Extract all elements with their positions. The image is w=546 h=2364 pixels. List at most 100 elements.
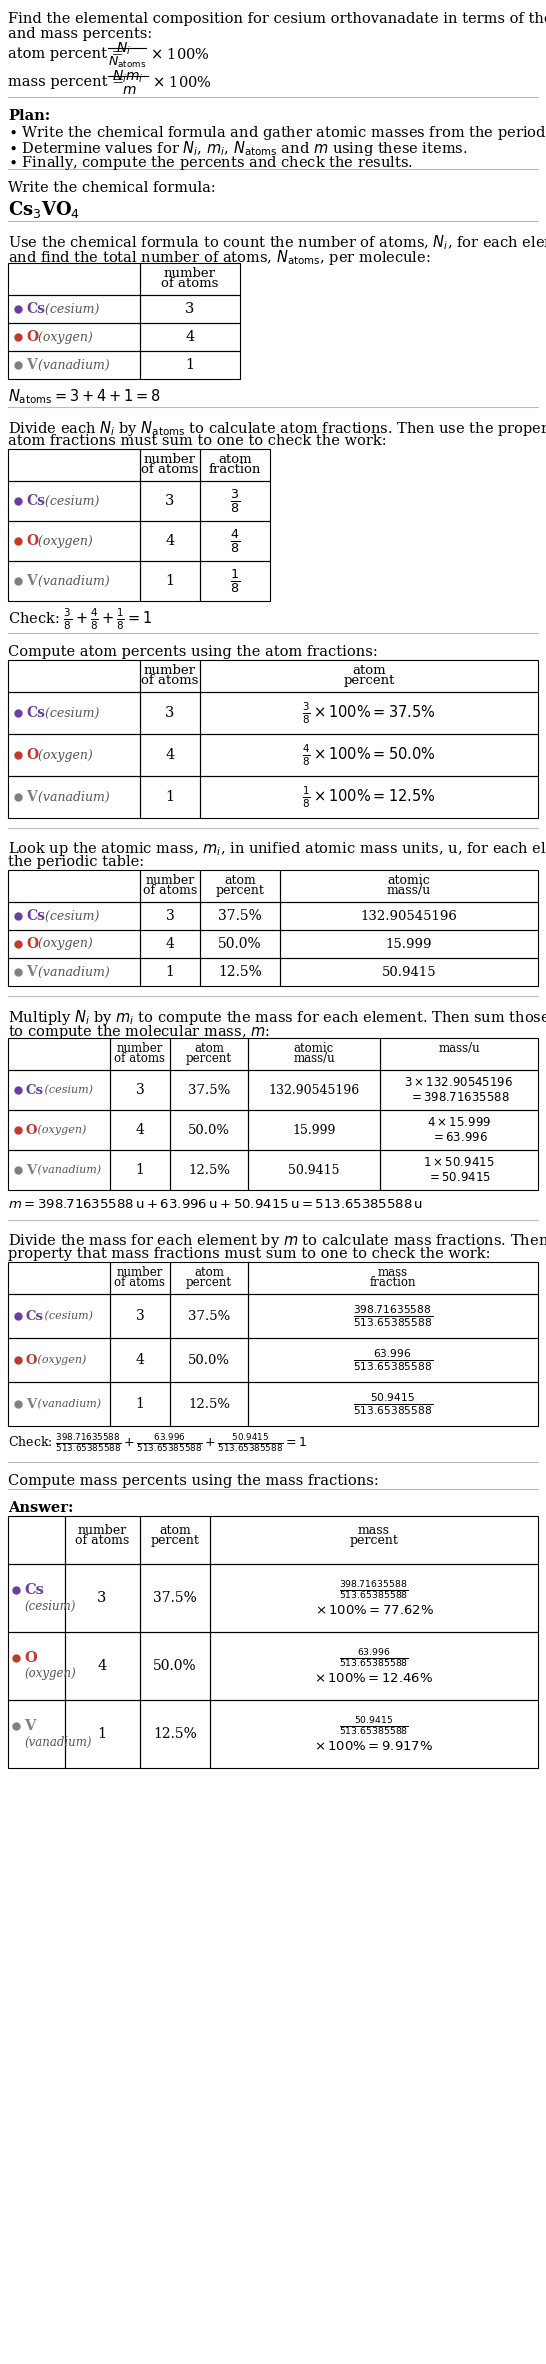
Text: the periodic table:: the periodic table:	[8, 856, 144, 870]
Text: 3: 3	[165, 707, 175, 721]
Bar	[140, 775, 200, 818]
Text: O: O	[26, 936, 38, 950]
Text: V: V	[26, 357, 37, 371]
Text: 37.5%: 37.5%	[188, 1083, 230, 1097]
Bar	[8, 693, 140, 733]
Bar	[140, 480, 200, 520]
Bar	[200, 733, 538, 775]
Text: 4: 4	[135, 1123, 145, 1137]
Text: $N_i$: $N_i$	[116, 40, 131, 57]
Text: to compute the molecular mass, $m$:: to compute the molecular mass, $m$:	[8, 1024, 270, 1040]
Text: 1: 1	[165, 574, 175, 589]
Bar	[8, 449, 140, 480]
Text: percent: percent	[349, 1534, 399, 1546]
Bar	[8, 560, 140, 600]
Text: number: number	[145, 875, 194, 886]
Text: $\frac{63.996}{513.65385588}$: $\frac{63.996}{513.65385588}$	[353, 1347, 433, 1373]
Text: 1: 1	[135, 1397, 145, 1411]
Bar	[170, 1262, 248, 1293]
Text: 3: 3	[97, 1591, 106, 1605]
Text: $m$: $m$	[122, 83, 136, 97]
Text: $\bullet$ Finally, compute the percents and check the results.: $\bullet$ Finally, compute the percents …	[8, 154, 413, 173]
Text: V: V	[26, 965, 37, 979]
Text: 4: 4	[135, 1352, 145, 1366]
Bar	[380, 1149, 538, 1189]
Text: 37.5%: 37.5%	[153, 1591, 197, 1605]
Text: atom fractions must sum to one to check the work:: atom fractions must sum to one to check …	[8, 435, 387, 449]
Text: 50.0%: 50.0%	[153, 1660, 197, 1674]
Bar	[248, 1111, 380, 1149]
Text: Divide each $N_i$ by $N_{\rm atoms}$ to calculate atom fractions. Then use the p: Divide each $N_i$ by $N_{\rm atoms}$ to …	[8, 418, 546, 437]
Bar	[248, 1383, 538, 1425]
Text: V: V	[26, 1397, 36, 1411]
Text: (oxygen): (oxygen)	[34, 939, 93, 950]
Text: mass: mass	[358, 1525, 390, 1537]
Text: Plan:: Plan:	[8, 109, 50, 123]
Text: 37.5%: 37.5%	[188, 1310, 230, 1321]
Text: number: number	[78, 1525, 127, 1537]
Bar	[200, 775, 538, 818]
Text: 50.0%: 50.0%	[188, 1355, 230, 1366]
Text: (vanadium): (vanadium)	[34, 965, 110, 979]
Text: Cs: Cs	[26, 303, 45, 317]
Text: 15.999: 15.999	[292, 1123, 336, 1137]
Text: percent: percent	[186, 1052, 232, 1066]
Text: fraction: fraction	[370, 1277, 416, 1288]
Text: 12.5%: 12.5%	[188, 1397, 230, 1411]
Bar	[8, 775, 140, 818]
Bar	[140, 1515, 210, 1565]
Text: of atoms: of atoms	[141, 674, 199, 688]
Bar	[140, 903, 200, 929]
Bar	[8, 296, 140, 324]
Bar	[8, 1515, 65, 1565]
Bar	[110, 1262, 170, 1293]
Bar	[140, 693, 200, 733]
Bar	[380, 1071, 538, 1111]
Text: $N_{\rm atoms} = 3 + 4 + 1 = 8$: $N_{\rm atoms} = 3 + 4 + 1 = 8$	[8, 388, 161, 407]
Text: 3: 3	[185, 303, 195, 317]
Text: 37.5%: 37.5%	[218, 910, 262, 922]
Text: Cs: Cs	[26, 494, 45, 508]
Text: (cesium): (cesium)	[24, 1600, 75, 1612]
Bar	[280, 957, 538, 986]
Text: V: V	[24, 1719, 35, 1733]
Text: $\frac{3}{8} \times 100\% = 37.5\%$: $\frac{3}{8} \times 100\% = 37.5\%$	[302, 700, 436, 726]
Text: 132.90545196: 132.90545196	[269, 1083, 360, 1097]
Text: $N_{\rm atoms}$: $N_{\rm atoms}$	[108, 54, 146, 71]
Text: Cs: Cs	[26, 1083, 44, 1097]
Text: Compute atom percents using the atom fractions:: Compute atom percents using the atom fra…	[8, 645, 378, 660]
Text: Cs: Cs	[26, 707, 45, 721]
Text: percent: percent	[216, 884, 264, 896]
Text: (vanadium): (vanadium)	[34, 359, 110, 371]
Text: (cesium): (cesium)	[41, 707, 99, 719]
Bar	[8, 1631, 65, 1700]
Text: $\times$ 100%: $\times$ 100%	[150, 47, 210, 61]
Text: (cesium): (cesium)	[41, 1085, 93, 1095]
Text: Write the chemical formula:: Write the chemical formula:	[8, 182, 216, 194]
Bar	[248, 1262, 538, 1293]
Text: O: O	[26, 331, 38, 345]
Text: $\frac{50.9415}{513.65385588}$
$\times\,100\% = 9.917\%$: $\frac{50.9415}{513.65385588}$ $\times\,…	[314, 1716, 434, 1752]
Bar	[140, 520, 200, 560]
Text: Compute mass percents using the mass fractions:: Compute mass percents using the mass fra…	[8, 1475, 379, 1487]
Bar	[200, 870, 280, 903]
Text: atom: atom	[159, 1525, 191, 1537]
Text: 4: 4	[97, 1660, 106, 1674]
Bar	[8, 660, 140, 693]
Bar	[8, 870, 140, 903]
Bar	[140, 929, 200, 957]
Bar	[140, 324, 240, 350]
Text: V: V	[26, 574, 37, 589]
Bar	[170, 1111, 248, 1149]
Text: O: O	[26, 1123, 38, 1137]
Text: 1: 1	[165, 965, 174, 979]
Text: $\frac{1}{8} \times 100\% = 12.5\%$: $\frac{1}{8} \times 100\% = 12.5\%$	[302, 785, 436, 811]
Text: atom: atom	[194, 1267, 224, 1279]
Text: Use the chemical formula to count the number of atoms, $N_i$, for each element: Use the chemical formula to count the nu…	[8, 234, 546, 251]
Text: 1: 1	[165, 790, 175, 804]
Text: 12.5%: 12.5%	[188, 1163, 230, 1177]
Bar	[140, 449, 200, 480]
Bar	[170, 1383, 248, 1425]
Text: of atoms: of atoms	[115, 1277, 165, 1288]
Text: $1 \times 50.9415$
$= 50.9415$: $1 \times 50.9415$ $= 50.9415$	[423, 1156, 495, 1184]
